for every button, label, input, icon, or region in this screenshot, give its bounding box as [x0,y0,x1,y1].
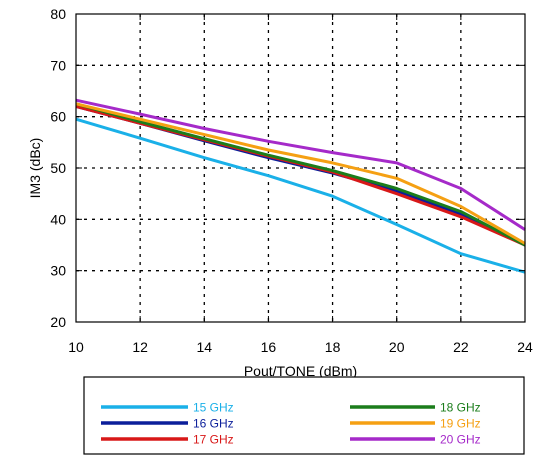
y-tick-label: 20 [50,314,66,330]
legend-label-17-ghz: 17 GHz [193,433,234,447]
x-tick-label: 20 [389,339,405,355]
y-tick-label: 50 [50,160,66,176]
tick-labels: 10 12 14 16 18 20 22 24 20 30 40 50 60 70 80 [50,6,533,355]
y-tick-label: 80 [50,6,66,22]
legend-label-19-ghz: 19 GHz [440,417,481,431]
x-tick-label: 22 [453,339,469,355]
series-lines [75,98,526,274]
x-tick-label: 16 [261,339,277,355]
legend-box [83,376,525,455]
x-axis-label: Pout/TONE (dBm) [244,363,357,379]
y-tick-label: 40 [50,211,66,227]
legend-label-15-ghz: 15 GHz [193,401,234,415]
y-tick-label: 60 [50,109,66,125]
series-line-19-ghz [75,102,526,245]
x-tick-label: 18 [325,339,341,355]
legend-label-16-ghz: 16 GHz [193,417,234,431]
series-line-15-ghz [75,117,526,274]
series-line-20-ghz [75,98,526,231]
x-tick-label: 24 [517,339,533,355]
y-tick-label: 30 [50,263,66,279]
y-tick-label: 70 [50,57,66,73]
x-tick-label: 14 [196,339,212,355]
series-line-18-ghz [75,102,526,247]
legend-label-18-ghz: 18 GHz [440,401,481,415]
axis-ticks [75,13,526,323]
x-tick-label: 12 [132,339,148,355]
legend-label-20-ghz: 20 GHz [440,433,481,447]
series-line-17-ghz [75,104,526,247]
series-line-16-ghz [75,104,526,247]
grid-lines [76,14,525,322]
legend: 15 GHz 16 GHz 17 GHz 18 GHz 19 GHz 20 GHz [101,401,481,447]
y-axis-label: IM3 (dBc) [27,138,43,199]
x-tick-label: 10 [68,339,84,355]
